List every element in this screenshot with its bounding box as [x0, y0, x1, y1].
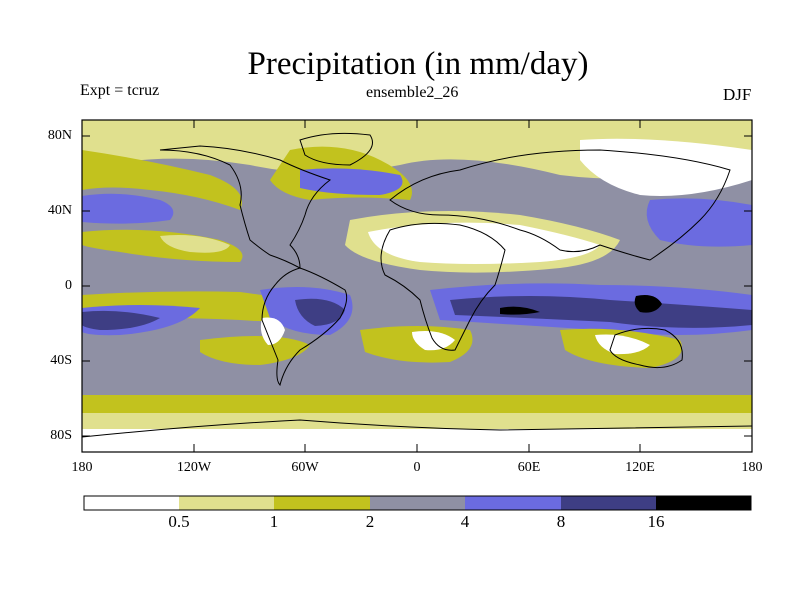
coastlines — [82, 132, 752, 438]
lat-label-0: 0 — [65, 278, 72, 293]
field-south-east-pacific-olive — [200, 336, 310, 365]
precipitation-field — [82, 120, 752, 452]
axis-ticks — [82, 120, 752, 452]
lat-label-80s: 80S — [50, 428, 72, 443]
colorbar-bin-7 — [656, 496, 751, 510]
colorbar-bin-2 — [179, 496, 274, 510]
field-north-west-pacific-wet — [646, 198, 752, 247]
field-indian-ocean-max — [500, 306, 540, 315]
colorbar-label-8: 8 — [556, 512, 566, 531]
lon-label-180-right: 180 — [741, 460, 763, 475]
lon-label-60e: 60E — [517, 460, 541, 475]
field-peru-dry — [260, 317, 285, 345]
field-north-atlantic-wet — [300, 168, 403, 195]
coast-africa — [380, 222, 506, 351]
colorbar-bin-5 — [465, 496, 561, 510]
field-amazon-very-wet — [295, 298, 345, 326]
field-north-pacific-olive — [82, 150, 242, 210]
lon-label-60w: 60W — [291, 460, 319, 475]
field-antarctic-dry — [82, 428, 752, 452]
coast-antarctica — [82, 419, 752, 438]
colorbar-label-0-5: 0.5 — [168, 512, 190, 531]
coast-south-america — [261, 267, 348, 386]
colorbar-label-4: 4 — [460, 512, 470, 531]
colorbar-label-2: 2 — [365, 512, 375, 531]
colorbar — [83, 495, 752, 511]
season-label: DJF — [723, 85, 752, 104]
run-label: ensemble2_26 — [366, 84, 459, 101]
field-indo-pacific-very-wet — [450, 296, 752, 328]
colorbar-bin-6 — [561, 496, 656, 510]
lon-label-120w: 120W — [176, 460, 212, 475]
field-australia-dry — [595, 334, 650, 355]
lat-label-80n: 80N — [47, 128, 72, 143]
field-north-pacific-wet — [82, 193, 174, 224]
field-band-olive-south — [82, 395, 752, 415]
lon-label-120e: 120E — [625, 460, 655, 475]
experiment-label: Expt = tcruz — [80, 82, 160, 99]
field-siberia-dry — [580, 138, 752, 196]
field-sahara-dry — [368, 222, 600, 264]
colorbar-bin-3 — [274, 496, 370, 510]
colorbar-outline — [83, 495, 752, 511]
coast-greenland — [299, 132, 373, 166]
colorbar-label-16: 16 — [647, 512, 665, 531]
map-title: Precipitation (in mm/day) — [247, 46, 589, 82]
colorbar-bin-1 — [84, 496, 179, 510]
lon-label-0: 0 — [413, 460, 421, 475]
field-band-yellow-south — [82, 413, 752, 431]
field-subtropic-pacific-yellow — [160, 235, 230, 253]
coast-eurasia — [389, 149, 731, 261]
field-maritime-continent-max — [634, 295, 662, 313]
colorbar-bin-4 — [370, 496, 465, 510]
coast-australia — [609, 327, 683, 369]
lat-label-40s: 40S — [50, 353, 72, 368]
lat-label-40n: 40N — [47, 203, 72, 218]
field-south-pacific-very-wet — [82, 310, 160, 330]
lon-label-180-left: 180 — [71, 460, 93, 475]
colorbar-label-1: 1 — [269, 512, 279, 531]
